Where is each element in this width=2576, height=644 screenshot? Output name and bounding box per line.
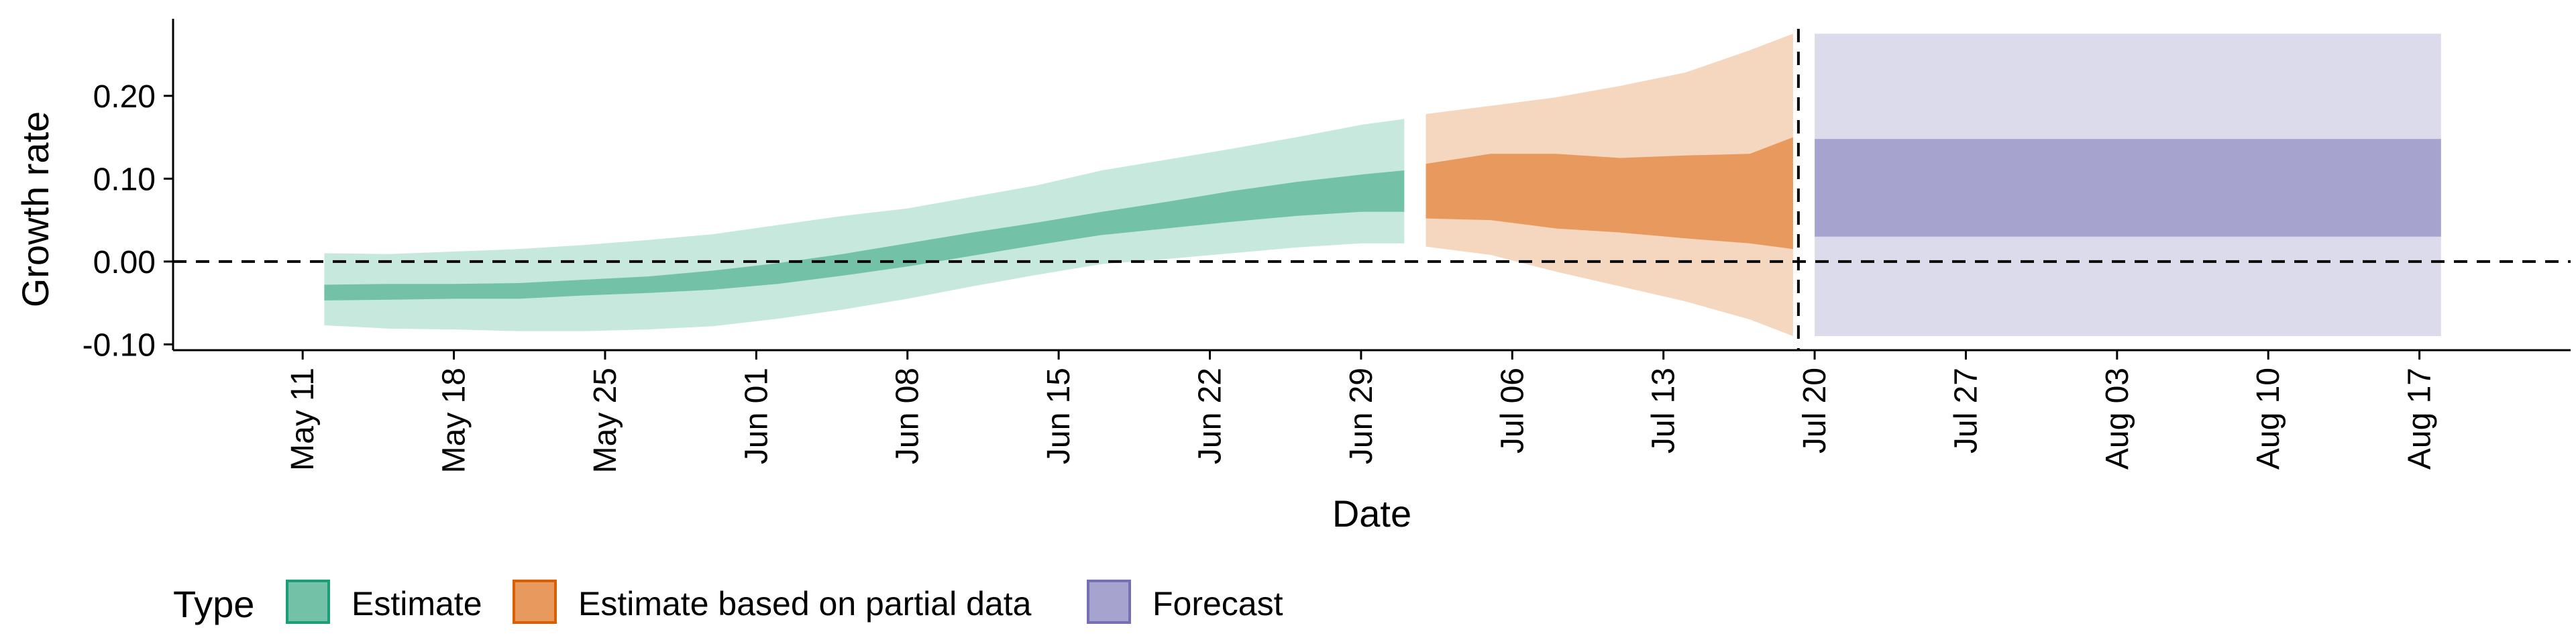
legend-items: Estimate Estimate based on partial data Fo… xyxy=(286,580,1283,624)
y-tick-label: 0.20 xyxy=(93,79,156,115)
y-tick-label: 0.10 xyxy=(93,162,156,197)
legend-swatch xyxy=(513,580,557,624)
y-axis-title: Growth rate xyxy=(14,111,56,308)
x-tick-label: Jul 20 xyxy=(1797,368,1833,453)
x-tick-label: Jun 08 xyxy=(890,368,926,464)
x-tick-label: Jul 13 xyxy=(1646,368,1682,453)
y-tick-label: 0.00 xyxy=(93,245,156,280)
x-axis-ticks: May 11 May 18 May 25 Jun 01 Jun 08 Jun 15 Jun … xyxy=(285,350,2438,473)
y-axis-ticks: -0.10 0.00 0.10 0.20 xyxy=(83,79,173,363)
forecast-inner-band xyxy=(1815,139,2441,237)
x-tick-label: Jun 29 xyxy=(1344,368,1379,464)
x-tick-label: Jun 01 xyxy=(739,368,774,464)
x-tick-label: Aug 17 xyxy=(2402,368,2438,470)
x-tick-label: Aug 10 xyxy=(2251,368,2286,470)
x-tick-label: May 18 xyxy=(437,368,472,473)
legend-label: Forecast xyxy=(1152,585,1283,623)
x-tick-label: Jul 27 xyxy=(1949,368,1984,453)
x-tick-label: Jun 15 xyxy=(1041,368,1077,464)
legend-title: Type xyxy=(173,583,254,625)
legend-swatch xyxy=(1087,580,1131,624)
series-bands xyxy=(324,34,2441,336)
estimate-outer-band xyxy=(324,119,1405,331)
estimate-inner-band xyxy=(324,170,1405,301)
legend-label: Estimate xyxy=(352,585,482,623)
x-tick-label: Aug 03 xyxy=(2100,368,2135,470)
legend: Type Estimate Estimate based on partial d… xyxy=(173,580,1283,625)
x-tick-label: Jun 22 xyxy=(1193,368,1228,464)
estimate-based-on-partial-data-inner-band xyxy=(1426,137,1793,250)
x-tick-label: Jul 06 xyxy=(1495,368,1530,453)
x-tick-label: May 11 xyxy=(285,368,321,471)
legend-label: Estimate based on partial data xyxy=(578,585,1032,623)
y-tick-label: -0.10 xyxy=(83,327,156,363)
x-axis-title: Date xyxy=(1332,492,1411,535)
x-tick-label: May 25 xyxy=(588,368,623,473)
legend-swatch xyxy=(286,580,330,624)
